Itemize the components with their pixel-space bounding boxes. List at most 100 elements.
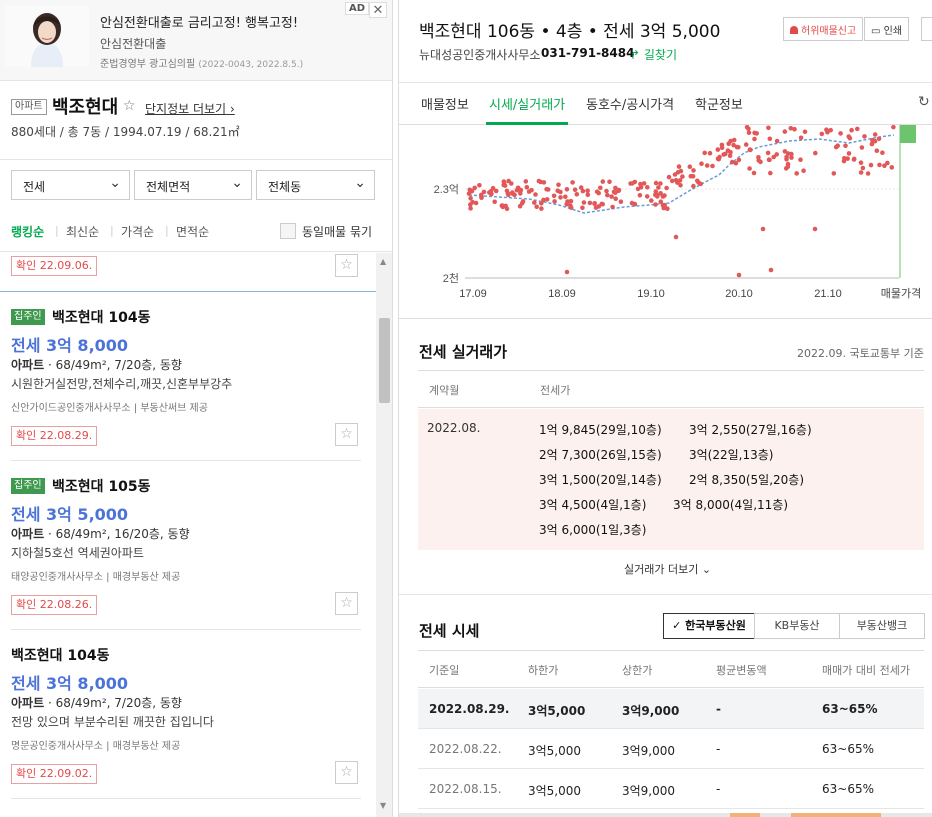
chart-point <box>666 174 672 180</box>
chart-point <box>616 188 621 193</box>
provider-name: 부동산써브 제공 <box>140 403 208 414</box>
chart-point <box>870 137 875 143</box>
print-button[interactable]: ▭ 인쇄 <box>864 17 910 41</box>
market-row: 2022.08.22. 3억5,000 3억9,000 - 63~65% <box>418 729 924 769</box>
trade-month: 2022.08. <box>427 421 481 435</box>
spec-detail: · 68/49m², 16/20층, 동향 <box>44 527 190 541</box>
sort-price[interactable]: 가격순 <box>121 225 155 239</box>
source-tab-reb[interactable]: ✓ 한국부동산원 <box>663 613 755 639</box>
listing-price[interactable]: 전세 3억 8,000 <box>11 674 129 693</box>
list-item[interactable]: 확인 22.09.06. ☆ <box>0 253 375 292</box>
chart-point <box>580 188 586 194</box>
filter-bar: 전세 ⌄ 전체면적 ⌄ 전체동 ⌄ <box>0 160 392 212</box>
chart-point <box>872 132 878 137</box>
favorite-star-icon[interactable]: ☆ <box>123 98 136 114</box>
favorite-star-icon[interactable]: ☆ <box>335 592 358 615</box>
list-scrollbar[interactable]: ▲ ▼ <box>376 253 392 817</box>
chart-point <box>751 170 757 176</box>
chart-point <box>782 129 788 134</box>
trade-entry: 1억 9,845(29일,10층) <box>539 423 662 437</box>
chart-point <box>838 131 843 136</box>
chart-point <box>613 196 618 201</box>
print-icon: ▭ <box>871 26 881 37</box>
complex-info-more-link[interactable]: 단지정보 더보기 › <box>145 100 235 117</box>
chart-point <box>501 182 506 188</box>
favorite-star-icon[interactable]: ☆ <box>335 254 358 277</box>
chart-point <box>587 200 593 206</box>
list-item[interactable]: 백조현대 104동 전세 3억 8,000 아파트 · 68/49m², 7/2… <box>0 630 375 799</box>
tab-unit-price[interactable]: 동호수/공시가격 <box>586 98 675 113</box>
trade-type-select[interactable]: 전세 ⌄ <box>11 170 130 200</box>
agent-name: 명문공인중개사사무소 <box>11 741 103 752</box>
tab-price-history[interactable]: 시세/실거래가 <box>489 98 566 113</box>
tab-school[interactable]: 학군정보 <box>695 98 743 113</box>
same-listing-checkbox[interactable] <box>280 223 296 239</box>
directions-link[interactable]: ↱ 길찾기 <box>630 48 677 62</box>
listing-price-bar <box>900 125 916 143</box>
chart-point <box>658 191 663 196</box>
listing-agent: 신안가이드공인중개사사무소 | 부동산써브 제공 <box>11 403 208 414</box>
refresh-icon[interactable]: ↻ <box>918 94 930 110</box>
area-select[interactable]: 전체면적 ⌄ <box>134 170 252 200</box>
scroll-up-icon[interactable]: ▲ <box>380 257 387 266</box>
building-select[interactable]: 전체동 ⌄ <box>256 170 375 200</box>
scroll-thumb[interactable] <box>379 318 390 403</box>
chart-point <box>477 183 482 188</box>
chart-point <box>813 150 818 156</box>
report-button[interactable]: 허위매물신고 <box>783 17 864 41</box>
favorite-star-icon[interactable]: ☆ <box>335 761 358 784</box>
chart-point <box>637 193 643 198</box>
sort-ranking[interactable]: 랭킹순 <box>11 225 45 239</box>
chart-point <box>506 192 511 198</box>
listing-price[interactable]: 전세 3억 8,000 <box>11 336 129 355</box>
x-tick-label: 18.09 <box>548 288 576 300</box>
source-tab-kb[interactable]: KB부동산 <box>754 613 840 639</box>
source-tab-bank[interactable]: 부동산뱅크 <box>839 613 925 639</box>
ad-title[interactable]: 안심전환대출로 금리고정! 행복고정! <box>100 16 299 31</box>
sort-latest[interactable]: 최신순 <box>66 225 100 239</box>
x-tick-label: 20.10 <box>725 288 753 300</box>
agent-phone[interactable]: 031-791-8484 <box>541 46 635 60</box>
chart-point <box>792 126 797 132</box>
chart-point <box>691 183 696 189</box>
chart-point <box>518 187 524 193</box>
sort-area[interactable]: 면적순 <box>176 225 210 239</box>
listing-price[interactable]: 전세 3억 5,000 <box>11 505 129 524</box>
chart-point <box>490 185 496 191</box>
listing-desc: 전망 있으며 부분수리된 깨끗한 집입니다 <box>11 715 214 729</box>
chart-point <box>715 147 721 152</box>
chart-point <box>824 127 829 132</box>
favorite-star-icon[interactable]: ☆ <box>335 423 358 446</box>
row-ratio: 63~65% <box>822 742 874 756</box>
chart-point <box>707 150 713 156</box>
list-item[interactable]: 집주인 백조현대 104동 전세 3억 8,000 아파트 · 68/49m²,… <box>0 292 375 461</box>
listing-name[interactable]: 백조현대 104동 <box>52 310 151 326</box>
tab-listing-info[interactable]: 매물정보 <box>421 98 469 113</box>
trades-more-link[interactable]: 실거래가 더보기 ⌄ <box>624 561 711 577</box>
scroll-down-icon[interactable]: ▼ <box>380 801 387 810</box>
ad-image[interactable] <box>5 5 89 67</box>
more-button[interactable] <box>921 17 932 41</box>
listing-spec: 아파트 · 68/49m², 7/20층, 동향 <box>11 356 182 373</box>
chart-point <box>645 185 650 190</box>
chart-point <box>564 269 570 275</box>
chart-point <box>782 149 788 154</box>
listing-name[interactable]: 백조현대 104동 <box>11 648 110 664</box>
ad-subtitle[interactable]: 안심전환대출 <box>100 37 167 51</box>
col-ratio: 매매가 대비 전세가 <box>822 664 910 677</box>
chart-point <box>726 141 731 146</box>
chart-point <box>572 187 578 192</box>
listing-name[interactable]: 백조현대 105동 <box>52 479 151 495</box>
trade-line: 3억 1,500(20일,14층) 2억 8,350(5일,20층) <box>539 471 839 488</box>
same-listing-label[interactable]: 동일매물 묶기 <box>302 225 373 239</box>
chart-point <box>600 201 605 207</box>
ad-close-icon[interactable]: ✕ <box>369 2 387 18</box>
chart-point <box>510 191 516 196</box>
chart-point <box>649 198 654 203</box>
chart-point <box>468 196 473 201</box>
price-chart[interactable]: 2.3억 2천 17.09 18.09 19.10 20.10 21.10 매물가격 <box>399 124 932 305</box>
section-divider <box>399 594 932 595</box>
list-item[interactable]: 집주인 백조현대 105동 전세 3억 5,000 아파트 · 68/49m²,… <box>0 461 375 630</box>
x-tick-label: 17.09 <box>459 288 487 300</box>
ad-banner[interactable]: 안심전환대출로 금리고정! 행복고정! 안심전환대출 준법경영부 광고심의필 (… <box>0 0 392 81</box>
